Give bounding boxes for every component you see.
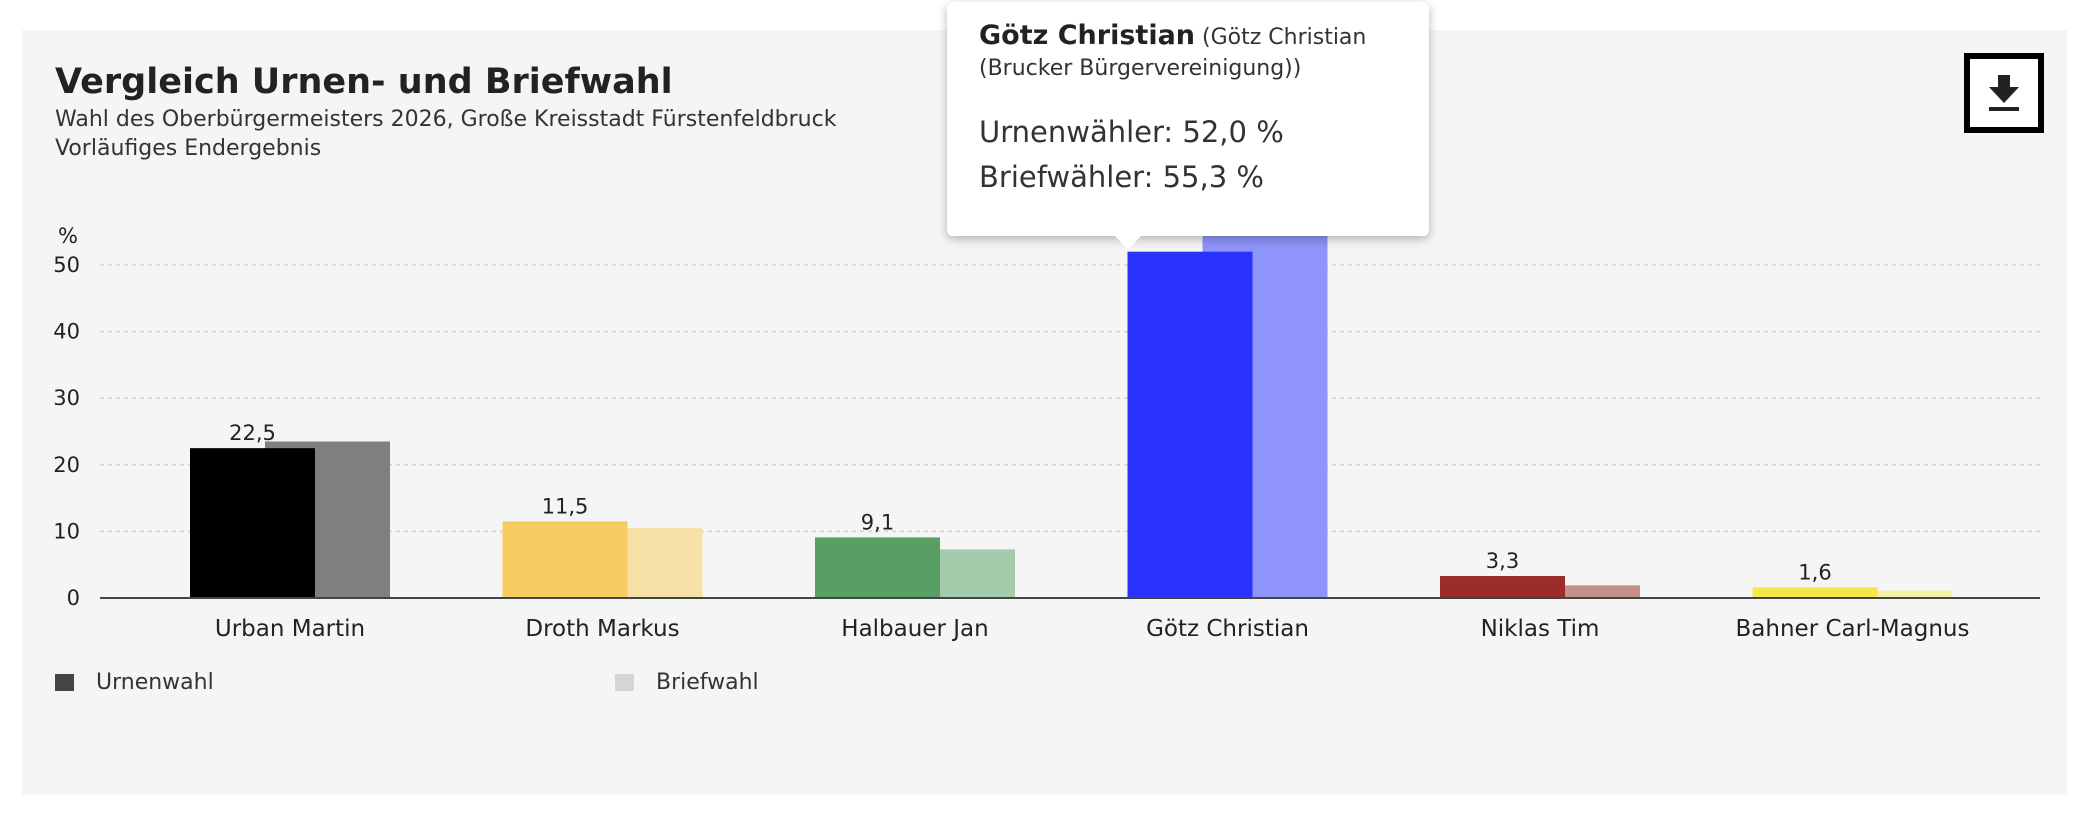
x-tick-label: Götz Christian xyxy=(1146,616,1309,642)
bar-urnenwahl[interactable] xyxy=(190,448,315,598)
bar-chart: % 0 10 20 30 40 50 22,5 11,5 9,1 3,3 1,6 Urban Ma… xyxy=(53,224,2040,642)
bar-urnenwahl[interactable] xyxy=(1440,576,1565,598)
legend-label-urnenwahl: Urnenwahl xyxy=(96,670,214,695)
data-labels: 22,5 11,5 9,1 3,3 1,6 xyxy=(229,421,1832,584)
tooltip-detail-1: (Götz Christian xyxy=(1202,25,1367,50)
legend-item-urnenwahl[interactable]: Urnenwahl xyxy=(55,670,214,695)
grid-lines xyxy=(100,264,2040,533)
tooltip-arrow xyxy=(1115,236,1141,249)
download-button[interactable] xyxy=(1964,53,2044,133)
data-label: 22,5 xyxy=(229,421,276,445)
x-tick-label: Urban Martin xyxy=(215,616,365,642)
y-axis-ticks: 0 10 20 30 40 50 xyxy=(53,253,80,610)
y-tick-label: 20 xyxy=(53,453,80,477)
x-tick-label: Niklas Tim xyxy=(1481,616,1600,642)
y-axis-label: % xyxy=(58,224,78,248)
y-tick-label: 10 xyxy=(53,519,80,543)
y-tick-label: 40 xyxy=(53,320,80,344)
legend-swatch-urnenwahl xyxy=(55,674,74,691)
chart-tooltip: Götz Christian (Götz Christian (Brucker … xyxy=(947,2,1429,249)
y-tick-label: 50 xyxy=(53,253,80,277)
chart-status: Vorläufiges Endergebnis xyxy=(55,136,322,161)
category-labels: Urban Martin Droth Markus Halbauer Jan Götz… xyxy=(215,616,1970,642)
urnenwahl-bars xyxy=(190,251,1878,598)
bar-urnenwahl[interactable] xyxy=(1127,251,1253,598)
data-label: 9,1 xyxy=(861,510,894,534)
bar-urnenwahl[interactable] xyxy=(815,537,940,598)
tooltip-brief-value: Briefwähler: 55,3 % xyxy=(979,160,1264,194)
bar-urnenwahl[interactable] xyxy=(502,521,628,598)
bar-urnenwahl[interactable] xyxy=(1752,587,1878,598)
y-tick-label: 30 xyxy=(53,386,80,410)
data-label: 11,5 xyxy=(542,494,589,518)
data-label: 3,3 xyxy=(1486,549,1519,573)
tooltip-urne-value: Urnenwähler: 52,0 % xyxy=(979,115,1284,149)
y-tick-label: 0 xyxy=(67,586,80,610)
download-icon xyxy=(1989,75,2019,111)
chart-subtitle: Wahl des Oberbürgermeisters 2026, Große … xyxy=(55,107,837,132)
legend-swatch-briefwahl xyxy=(615,674,634,691)
tooltip-name: Götz Christian xyxy=(979,20,1196,51)
bar-briefwahl[interactable] xyxy=(1827,590,1953,598)
x-tick-label: Bahner Carl-Magnus xyxy=(1736,616,1970,642)
x-tick-label: Droth Markus xyxy=(525,616,679,642)
legend-label-briefwahl: Briefwahl xyxy=(656,670,759,695)
chart-title: Vergleich Urnen- und Briefwahl xyxy=(55,62,673,102)
legend-item-briefwahl[interactable]: Briefwahl xyxy=(615,670,759,695)
x-tick-label: Halbauer Jan xyxy=(841,616,988,642)
tooltip-detail-2: (Brucker Bürgervereinigung)) xyxy=(979,56,1302,81)
data-label: 1,6 xyxy=(1798,560,1831,584)
